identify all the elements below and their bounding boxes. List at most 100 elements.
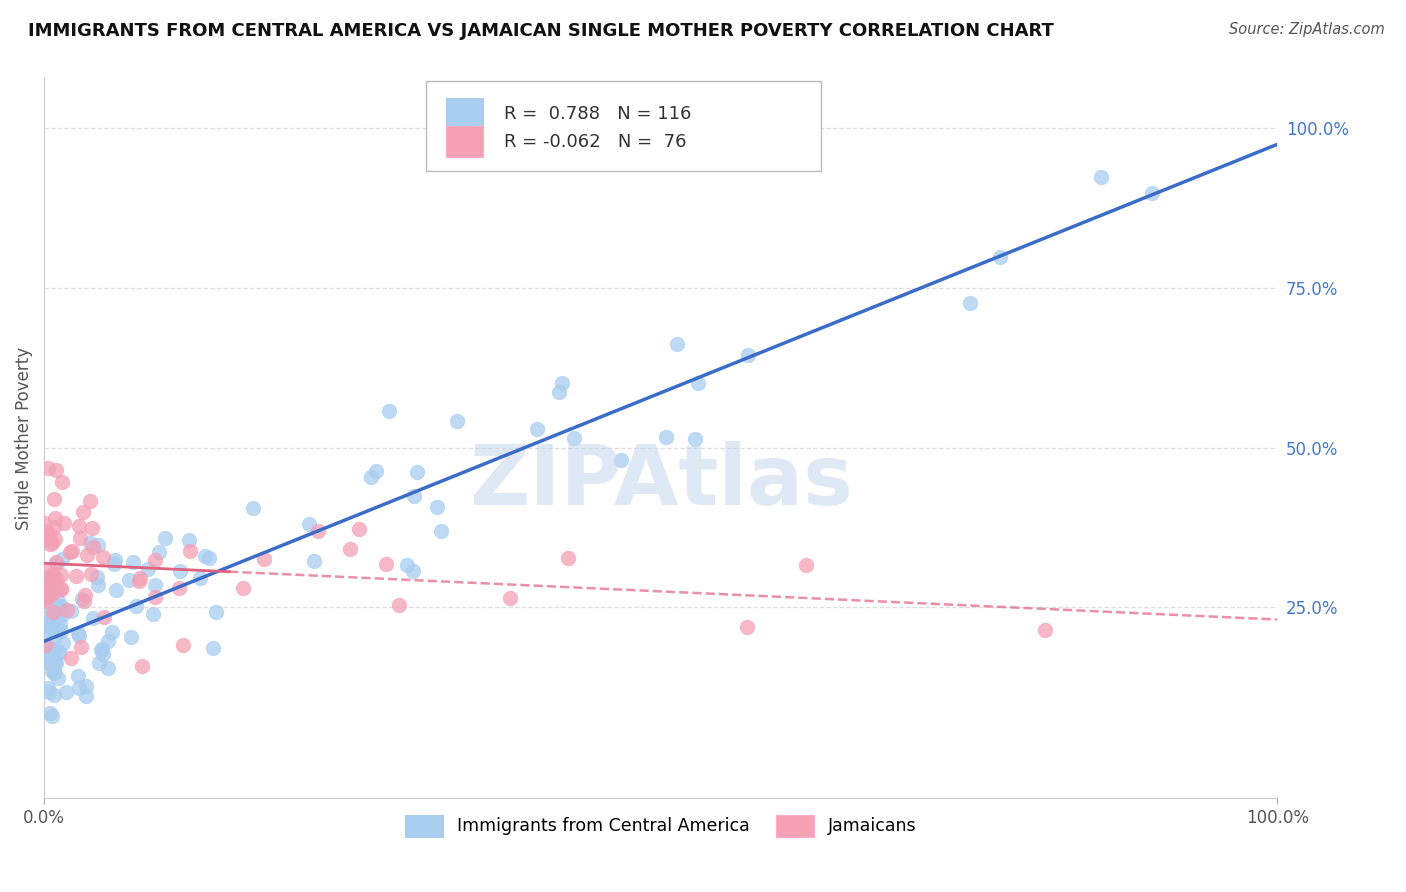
Point: [44, 532, 66, 546]
Point: [60, 544, 83, 558]
Point: [72, 591, 94, 606]
Point: [404, 490, 426, 504]
Point: [34, 532, 56, 546]
Point: [374, 557, 396, 571]
Point: [48, 645, 70, 659]
Point: [59, 545, 82, 559]
Point: [91, 647, 114, 661]
FancyBboxPatch shape: [426, 81, 821, 171]
Point: [87, 656, 110, 670]
Point: [104, 582, 127, 597]
Point: [44, 511, 66, 525]
Point: [39, 614, 62, 628]
Point: [45, 572, 67, 586]
Point: [665, 337, 688, 351]
Point: [686, 376, 709, 391]
Point: [70, 640, 93, 655]
Point: [55, 685, 77, 699]
Point: [41, 566, 63, 581]
Point: [91, 550, 114, 565]
Point: [34, 646, 56, 660]
Point: [51, 635, 73, 649]
Point: [364, 465, 387, 479]
Point: [959, 296, 981, 310]
Point: [377, 404, 399, 418]
Point: [143, 591, 166, 605]
Point: [48, 646, 70, 660]
Point: [499, 591, 522, 605]
Point: [45, 556, 67, 570]
Point: [988, 250, 1011, 264]
Point: [1090, 170, 1112, 185]
Point: [45, 555, 67, 569]
Point: [67, 681, 90, 695]
Point: [49, 601, 72, 615]
Point: [42, 607, 65, 622]
Text: R = -0.062   N =  76: R = -0.062 N = 76: [505, 133, 686, 151]
Point: [46, 594, 69, 608]
Point: [347, 522, 370, 536]
Point: [253, 552, 276, 566]
Point: [360, 470, 382, 484]
Point: [426, 500, 449, 515]
Point: [80, 521, 103, 535]
Point: [69, 531, 91, 545]
Point: [41, 650, 63, 665]
Point: [44, 572, 66, 586]
Point: [41, 709, 63, 723]
Point: [53, 516, 76, 530]
Point: [302, 554, 325, 568]
Point: [548, 385, 571, 400]
Point: [67, 669, 90, 683]
Point: [34, 649, 56, 664]
Point: [136, 561, 159, 575]
Point: [37, 586, 59, 600]
Point: [143, 553, 166, 567]
Point: [38, 587, 60, 601]
Point: [34, 584, 56, 599]
Point: [737, 348, 759, 362]
Point: [49, 567, 72, 582]
Point: [654, 430, 676, 444]
Point: [153, 532, 176, 546]
Text: R =  0.788   N = 116: R = 0.788 N = 116: [505, 105, 692, 123]
Point: [118, 574, 141, 588]
Point: [39, 650, 62, 665]
Point: [446, 414, 468, 428]
Point: [45, 462, 67, 476]
Point: [42, 520, 65, 534]
Point: [41, 575, 63, 590]
Point: [125, 599, 148, 614]
Point: [34, 619, 56, 633]
Point: [44, 663, 66, 677]
Point: [41, 536, 63, 550]
Point: [242, 500, 264, 515]
Point: [131, 659, 153, 673]
Point: [45, 582, 67, 596]
Point: [76, 548, 98, 562]
Point: [51, 475, 73, 489]
Point: [60, 604, 83, 618]
Point: [39, 706, 62, 720]
Point: [97, 660, 120, 674]
Point: [128, 574, 150, 588]
Point: [72, 594, 94, 608]
Point: [39, 537, 62, 551]
Point: [1142, 186, 1164, 200]
Point: [86, 578, 108, 592]
Text: IMMIGRANTS FROM CENTRAL AMERICA VS JAMAICAN SINGLE MOTHER POVERTY CORRELATION CH: IMMIGRANTS FROM CENTRAL AMERICA VS JAMAI…: [28, 22, 1054, 40]
Point: [100, 625, 122, 640]
Point: [42, 586, 65, 600]
Point: [103, 557, 125, 571]
Point: [198, 551, 221, 566]
FancyBboxPatch shape: [446, 98, 484, 130]
Y-axis label: Single Mother Poverty: Single Mother Poverty: [15, 346, 32, 530]
Point: [87, 538, 110, 552]
Point: [51, 552, 73, 566]
Point: [41, 621, 63, 635]
Point: [72, 505, 94, 519]
Point: [46, 611, 69, 625]
Text: Source: ZipAtlas.com: Source: ZipAtlas.com: [1229, 22, 1385, 37]
Point: [42, 666, 65, 681]
Point: [86, 569, 108, 583]
